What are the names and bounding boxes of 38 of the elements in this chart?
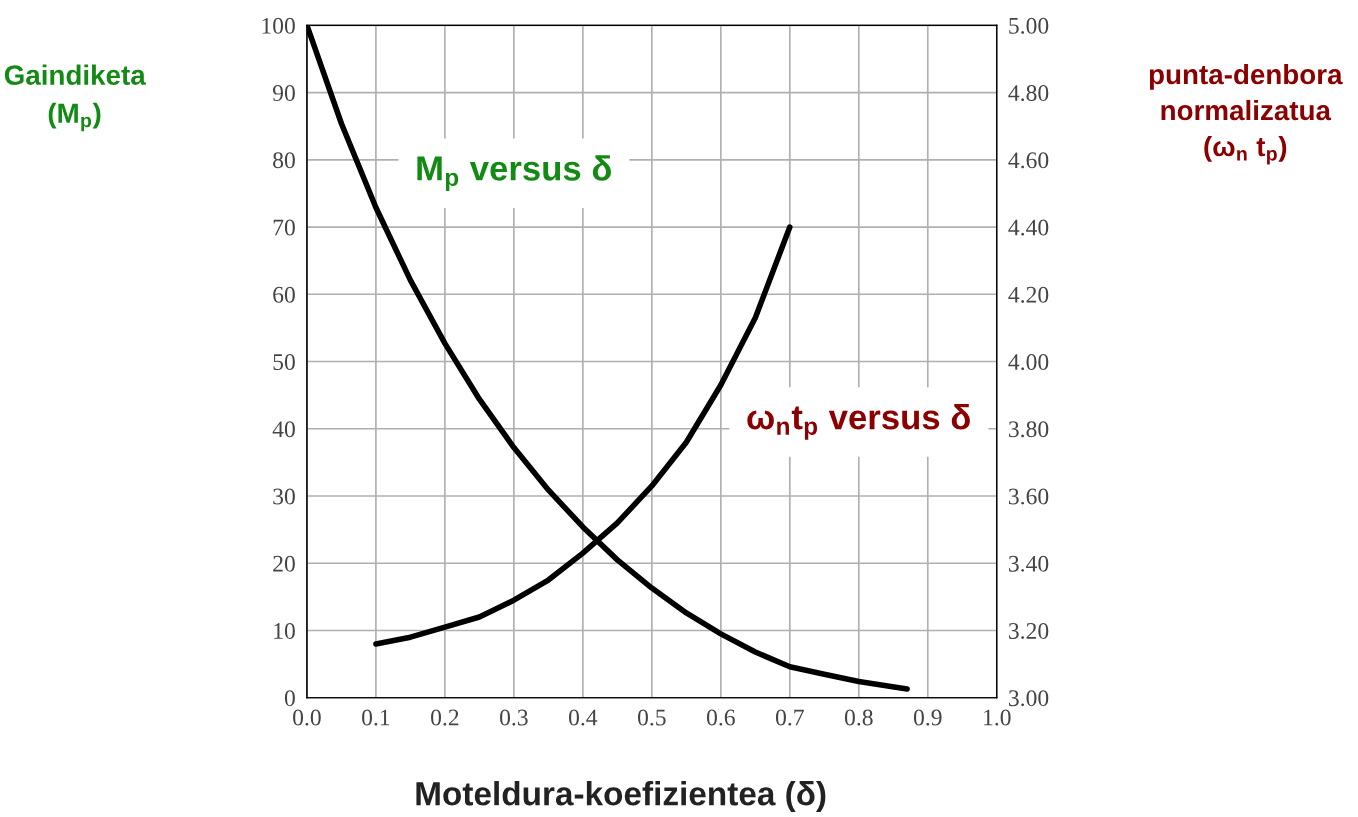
y2-tick-label: 4.20 [1008, 286, 1049, 303]
y2-tick-label: 5.00 [1009, 17, 1049, 34]
y2-tick-label: 3.60 [1009, 488, 1049, 505]
x-tick-label: 0.6 [706, 709, 735, 726]
y-tick-label: 0 [284, 690, 295, 707]
x-tick-label: 1.0 [984, 709, 1011, 726]
x-tick-label: 0.9 [913, 709, 942, 726]
y-tick-label: 30 [273, 488, 295, 505]
x-tick-label: 0.8 [844, 709, 873, 726]
y2-tick-label: 4.80 [1008, 85, 1049, 102]
y2-tick-label: 4.00 [1008, 354, 1049, 371]
y-tick-label: 40 [272, 421, 295, 438]
y-tick-label: 100 [262, 17, 295, 34]
y-tick-label: 50 [273, 354, 295, 370]
x-axis-title: Moteldura-koefizientea (δ) [416, 781, 826, 813]
y-tick-label: 90 [272, 85, 295, 101]
y2-tick-label: 3.00 [1009, 690, 1049, 707]
y2-tick-label: 3.40 [1009, 555, 1049, 572]
y-tick-label: 60 [273, 286, 295, 303]
y-tick-label: 80 [273, 152, 295, 169]
x-tick-label: 0.7 [775, 709, 804, 726]
series-label: ω$_{n}$t$_{p}$ versus δ [747, 403, 970, 440]
y2-tick-label: 3.80 [1009, 421, 1049, 438]
x-tick-label: 0.2 [431, 709, 459, 726]
x-tick-label: 0.0 [293, 709, 321, 726]
y2-tick-label: 4.40 [1008, 219, 1049, 236]
x-tick-label: 0.3 [500, 709, 528, 726]
x-tick-label: 0.4 [569, 709, 598, 726]
y2-axis-title: punta-denbora normalizatua (ω$_{n}$ t$_{p}$) [1149, 63, 1343, 165]
y2-tick-label: 3.20 [1009, 622, 1049, 640]
y2-tick-label: 4.60 [1008, 152, 1049, 169]
x-tick-label: 0.1 [362, 709, 390, 726]
y-tick-label: 70 [273, 219, 295, 236]
y-tick-label: 10 [274, 622, 295, 639]
y-tick-label: 20 [273, 555, 295, 572]
series-label: M$_{p}$ versus δ [417, 155, 611, 191]
x-tick-label: 0.5 [637, 709, 666, 726]
y-axis-title: Gaindiketa (M$_{p}$) [4, 64, 146, 132]
